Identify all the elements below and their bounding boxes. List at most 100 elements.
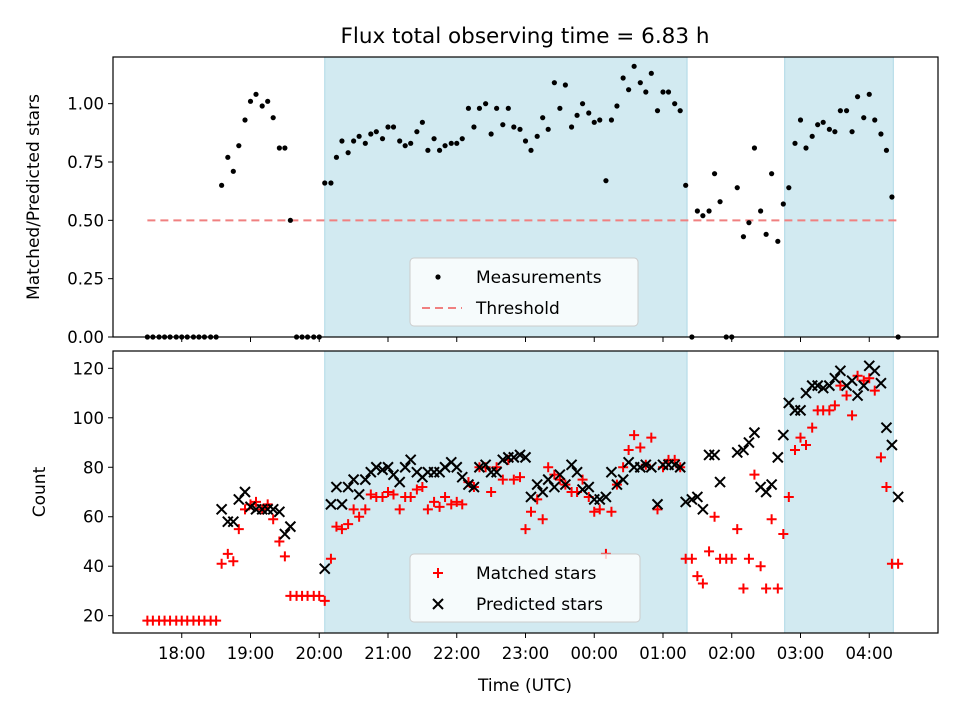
predicted-star-marker	[731, 446, 743, 459]
matched-star-marker	[801, 440, 811, 450]
predicted-star-marker	[875, 377, 887, 389]
measurement-point	[230, 168, 236, 174]
measurement-point	[368, 131, 374, 137]
measurement-point	[866, 91, 872, 97]
measurement-point	[883, 147, 890, 153]
measurement-point	[654, 108, 661, 114]
predicted-star-marker	[399, 461, 411, 473]
matched-star-marker	[761, 583, 772, 594]
measurement-point	[780, 201, 786, 207]
measurement-point	[677, 108, 683, 114]
predicted-star-marker	[508, 451, 520, 464]
measurement-point	[683, 182, 689, 188]
y-tick-label: 60	[83, 508, 104, 527]
matched-star-marker	[852, 370, 863, 381]
y-tick-label: 20	[83, 607, 104, 626]
matched-star-marker	[486, 487, 497, 497]
measurement-point	[454, 140, 460, 146]
measurement-point	[694, 208, 700, 214]
matched-star-marker	[422, 504, 433, 515]
x-tick-label: 03:00	[777, 644, 825, 663]
measurement-point	[889, 194, 895, 200]
matched-star-marker	[377, 491, 388, 502]
measurement-point	[253, 91, 259, 97]
top-y-ticks: 0.00 0.25 0.50 0.75 1.00	[67, 95, 113, 347]
shaded-interval-1	[784, 56, 894, 338]
matched-star-marker	[881, 482, 892, 493]
matched-star-marker	[629, 430, 640, 441]
predicted-star-marker	[829, 372, 841, 384]
measurement-point	[620, 75, 626, 81]
measurement-point	[402, 143, 408, 149]
measurement-point	[557, 105, 563, 111]
legend-box	[409, 553, 641, 623]
measurement-point	[849, 129, 855, 135]
measurement-point	[665, 89, 672, 95]
measurement-point	[562, 82, 568, 88]
measurement-point	[826, 126, 832, 132]
measurement-point	[637, 80, 643, 86]
matched-star-marker	[795, 432, 806, 443]
measurement-point	[494, 105, 500, 111]
matched-star-marker	[331, 521, 342, 532]
measurement-point	[511, 124, 517, 130]
x-tick-label: 23:00	[502, 644, 550, 663]
predicted-star-marker	[743, 436, 755, 449]
measurement-point	[751, 145, 758, 151]
matched-star-marker	[251, 496, 261, 507]
top-legend: Measurements Threshold	[409, 257, 639, 327]
matched-star-marker	[262, 499, 273, 510]
predicted-star-marker	[239, 486, 251, 498]
matched-star-marker	[618, 462, 629, 473]
matched-star-marker	[451, 496, 462, 507]
matched-star-marker	[549, 469, 560, 480]
measurement-point	[333, 154, 340, 160]
predicted-star-marker	[273, 506, 286, 518]
predicted-star-marker	[347, 473, 360, 486]
measurement-point	[322, 180, 328, 186]
measurement-point	[717, 199, 723, 205]
measurement-point	[225, 154, 231, 160]
measurement-point	[448, 140, 454, 146]
x-tick-label: 00:00	[570, 644, 618, 663]
predicted-star-marker	[737, 444, 750, 456]
measurement-point	[419, 119, 425, 125]
measurement-point	[505, 105, 511, 111]
y-tick-label: 1.00	[67, 95, 104, 114]
predicted-star-marker	[325, 498, 337, 511]
measurement-point	[809, 133, 815, 139]
measurement-point	[522, 138, 529, 144]
matched-star-marker	[726, 553, 737, 564]
predicted-star-marker	[473, 461, 486, 473]
measurement-point	[861, 115, 867, 121]
matched-star-marker	[635, 442, 646, 453]
predicted-star-marker	[765, 478, 778, 491]
predicted-star-marker	[571, 466, 583, 478]
x-tick-label: 04:00	[845, 644, 893, 663]
predicted-star-marker	[777, 429, 790, 441]
matched-star-marker	[646, 432, 657, 443]
matched-star-marker	[704, 546, 715, 557]
legend-box	[409, 257, 639, 327]
measurement-point	[763, 231, 769, 237]
measurement-point	[786, 185, 792, 191]
predicted-star-marker	[536, 486, 549, 498]
predicted-star-marker	[215, 503, 228, 516]
measurement-point	[390, 124, 397, 130]
predicted-star-marker	[319, 562, 331, 575]
x-tick-label: 19:00	[227, 644, 275, 663]
predicted-star-marker	[451, 461, 463, 473]
predicted-star-marker	[892, 491, 904, 503]
measurement-point	[282, 145, 288, 151]
predicted-star-marker	[279, 528, 291, 540]
predicted-star-marker	[691, 491, 704, 503]
y-tick-label: 40	[83, 557, 104, 576]
matched-star-marker	[893, 558, 904, 569]
legend-predicted-marker	[432, 598, 444, 610]
measurement-point	[734, 185, 740, 191]
matched-star-marker	[778, 529, 789, 540]
matched-star-marker	[732, 524, 743, 535]
predicted-star-marker	[594, 493, 606, 506]
measurement-point	[528, 147, 534, 153]
measurement-point	[459, 136, 465, 142]
